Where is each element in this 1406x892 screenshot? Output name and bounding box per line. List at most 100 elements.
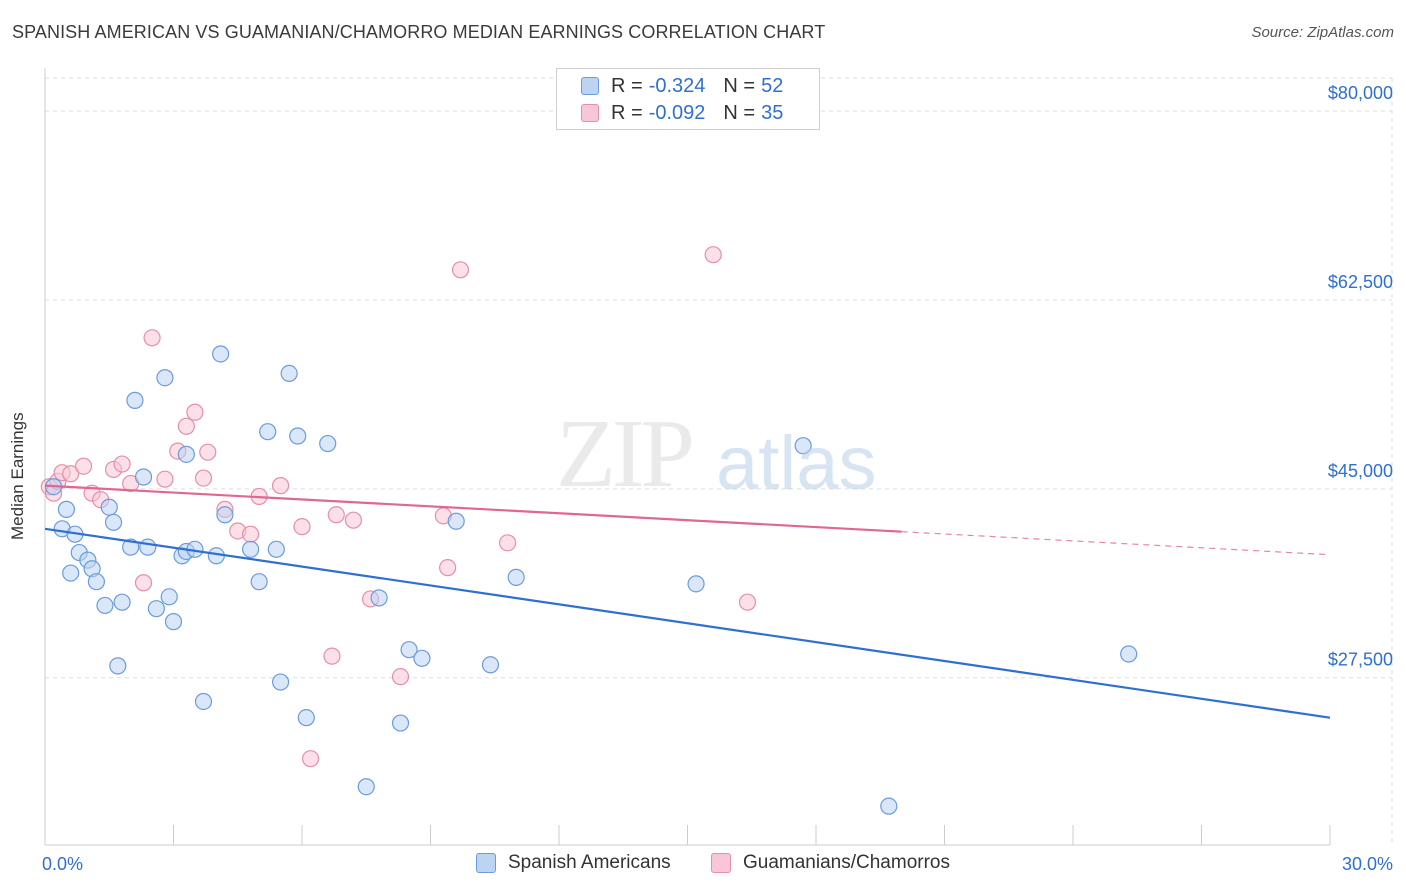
legend-r-label: R = [611,74,643,97]
guamanian-points [40,246,757,768]
spanish-american-point [447,512,465,530]
guamanian-point [323,647,341,665]
spanish-american-point [147,600,165,618]
guamanian-point [186,403,204,421]
legend-n-value: 35 [761,101,784,124]
spanish-american-point [280,364,298,383]
guamanian-point [143,329,161,347]
guamanian-point [499,534,517,552]
spanish-american-trend-line [44,527,1331,719]
y-tick-label: $80,000 [1328,83,1393,103]
guamanian-point [62,465,80,483]
spanish-american-point [319,434,337,453]
spanish-american-point [212,345,230,363]
guamanian-point [344,511,362,529]
spanish-american-point [122,538,140,556]
y-tick-label: $62,500 [1328,272,1393,292]
spanish-american-point [391,714,410,732]
spanish-american-point [109,657,127,675]
guamanian-point [113,455,131,473]
guamanian-point [74,457,93,475]
correlation-legend: R = -0.324 N = 52 R = -0.092 N = 35 [556,68,820,130]
legend-swatch-pink [581,104,599,122]
legend-row-spanish-american: R = -0.324 N = 52 [581,75,783,97]
guamanian-point [738,593,757,611]
trend-lines [44,484,1331,719]
spanish-american-point [104,513,123,531]
guamanian-point [134,574,153,592]
x-tick-label-max: 30.0% [1342,854,1393,874]
spanish-american-point [139,538,157,556]
y-tick-label: $27,500 [1328,650,1393,670]
guamanian-point [199,443,217,461]
spanish-american-point [250,573,268,591]
spanish-american-point [481,656,500,674]
spanish-american-point [100,498,118,516]
guamanian-point [704,246,722,264]
spanish-american-point [400,641,418,659]
guamanian-point [271,477,290,495]
spanish-american-point [357,778,375,796]
spanish-american-point [216,506,234,524]
guamanian-trend-line [44,484,902,533]
guamanian-point [391,668,410,686]
spanish-american-point [126,391,144,409]
series-legend: Spanish Americans Guamanians/Chamorros [0,852,1406,878]
spanish-american-point [57,500,76,518]
axes [44,68,1331,846]
legend-swatch-blue [581,77,599,95]
legend-n-label: N = [723,74,756,97]
legend-r-label: R = [611,101,643,124]
spanish-american-point [62,564,80,582]
guamanian-point [327,506,345,524]
guamanian-trend-line-extension [901,531,1331,556]
guamanian-point [156,470,174,488]
guamanian-point [177,417,195,435]
guamanian-point [293,518,311,536]
legend-r-value: -0.324 [648,74,706,97]
y-tick-label: $45,000 [1328,461,1393,481]
guamanian-point [194,469,213,487]
spanish-american-point [160,588,178,606]
x-tick-label-min: 0.0% [42,854,83,874]
spanish-american-point [267,540,285,558]
chart-title: SPANISH AMERICAN VS GUAMANIAN/CHAMORRO M… [12,22,826,42]
spanish-american-point [177,445,195,463]
legend-r-value: -0.092 [648,101,706,124]
spanish-american-point [794,437,812,455]
guamanian-point [439,559,457,577]
spanish-american-point [289,427,307,445]
legend-n-label: N = [723,101,756,124]
chart-source: Source: ZipAtlas.com [1251,24,1394,41]
guamanian-point [242,525,260,543]
guamanian-point [451,261,470,279]
spanish-american-point [259,423,277,441]
y-axis-title: Median Earnings [8,412,27,540]
gridlines [45,77,1393,845]
spanish-american-point [687,575,705,593]
spanish-american-point [880,797,898,815]
spanish-american-point [134,468,153,486]
spanish-american-point [194,692,213,711]
spanish-american-point [297,709,315,727]
legend-item-spanish-americans[interactable]: Spanish Americans [476,852,671,874]
legend-row-guamanian: R = -0.092 N = 35 [581,102,783,124]
spanish-american-point [164,613,183,631]
spanish-american-point [113,593,131,611]
spanish-american-point [156,369,174,387]
legend-label: Guamanians/Chamorros [743,852,950,873]
guamanian-point [301,750,320,768]
legend-n-value: 52 [761,74,784,97]
legend-item-guamanians-chamorros[interactable]: Guamanians/Chamorros [711,852,950,874]
legend-label: Spanish Americans [508,852,671,873]
spanish-american-point [413,649,431,667]
tick-labels: $27,500 $45,000 $62,500 $80,000 0.0% 30.0% [42,83,1393,874]
legend-swatch-pink [711,853,731,873]
spanish-american-point [96,596,114,615]
spanish-american-point [1120,645,1138,663]
legend-swatch-blue [476,853,496,873]
spanish-american-point [242,540,260,558]
spanish-american-point [271,673,290,691]
